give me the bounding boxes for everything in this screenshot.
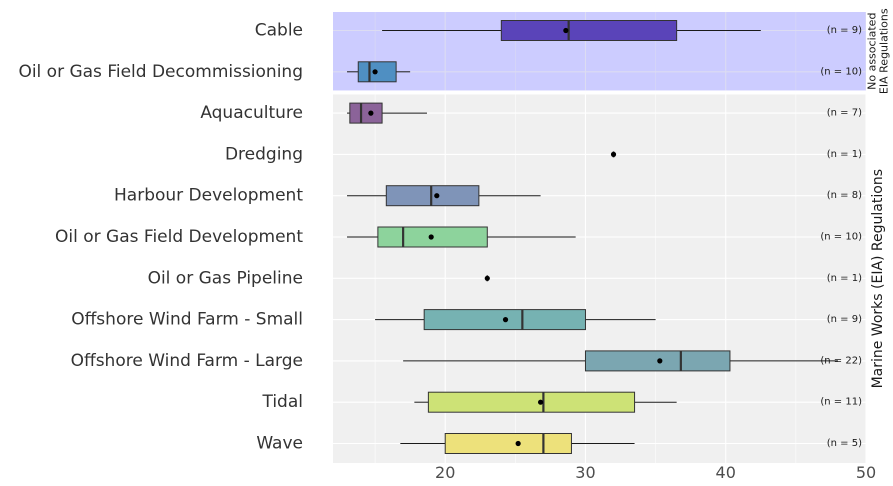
category-label-harbour-development: Harbour Development (114, 186, 303, 206)
x-tick-label-20: 20 (435, 463, 455, 482)
box-group-oil-or-gas-pipeline (484, 275, 490, 282)
n-label-offshore-wind-farm-small: (n = 9) (827, 314, 862, 325)
mean-point-oil-or-gas-field-decommissioning (372, 69, 378, 75)
n-label-dredging: (n = 1) (827, 149, 862, 160)
n-label-offshore-wind-farm-large: (n = 22) (820, 355, 862, 366)
box-group-aquaculture (347, 102, 427, 124)
x-tick-label-50: 50 (856, 463, 876, 482)
mean-point-harbour-development (434, 193, 440, 199)
n-label-wave: (n = 5) (827, 438, 862, 449)
n-label-aquaculture: (n = 7) (827, 108, 862, 119)
mean-point-oil-or-gas-field-development (428, 234, 434, 240)
mean-point-cable (563, 27, 569, 34)
mean-point-tidal (537, 399, 544, 405)
facet-strip (866, 94, 893, 463)
n-label-cable: (n = 9) (827, 25, 862, 36)
mean-point-aquaculture (368, 110, 374, 116)
category-label-offshore-wind-farm-small: Offshore Wind Farm - Small (71, 310, 303, 330)
category-label-oil-or-gas-field-development: Oil or Gas Field Development (55, 227, 303, 247)
x-tick-label-30: 30 (575, 463, 595, 482)
n-label-tidal: (n = 11) (820, 397, 862, 408)
box-group-dredging (610, 151, 617, 158)
box-cable (500, 20, 678, 41)
mean-point-offshore-wind-farm-large (657, 358, 663, 364)
category-label-cable: Cable (255, 21, 303, 41)
mean-point-wave (515, 440, 521, 447)
box-wave (444, 433, 572, 454)
box-group-harbour-development (347, 185, 541, 207)
mean-point-offshore-wind-farm-small (502, 317, 509, 323)
box-group-offshore-wind-farm-large (403, 350, 838, 372)
box-aquaculture (349, 102, 383, 124)
facet-label: Marine Works (EIA) Regulations (870, 169, 886, 388)
category-label-oil-or-gas-field-decommissioning: Oil or Gas Field Decommissioning (18, 62, 303, 82)
facet-label: No associated (866, 13, 879, 90)
mean-point-dredging (610, 151, 617, 157)
box-group-tidal (414, 391, 677, 413)
box-group-offshore-wind-farm-small (375, 309, 656, 331)
mean-point-oil-or-gas-pipeline (484, 275, 490, 281)
category-label-oil-or-gas-pipeline: Oil or Gas Pipeline (148, 268, 303, 288)
category-label-aquaculture: Aquaculture (200, 103, 303, 123)
box-group-oil-or-gas-field-decommissioning (347, 61, 411, 83)
n-label-harbour-development: (n = 8) (827, 190, 862, 201)
box-group-oil-or-gas-field-development (347, 226, 576, 248)
box-harbour-development (385, 185, 480, 207)
n-label-oil-or-gas-field-decommissioning: (n = 10) (820, 66, 862, 77)
box-group-cable (382, 20, 761, 41)
category-label-dredging: Dredging (225, 144, 303, 164)
facet-strip (866, 12, 893, 91)
category-label-tidal: Tidal (261, 392, 303, 412)
box-group-wave (400, 433, 635, 454)
box-tidal (427, 391, 636, 413)
x-tick-label-40: 40 (716, 463, 736, 482)
category-label-wave: Wave (256, 434, 303, 454)
category-label-offshore-wind-farm-large: Offshore Wind Farm - Large (71, 351, 303, 371)
n-label-oil-or-gas-pipeline: (n = 1) (827, 273, 862, 284)
facet-label: EIA Regulations (878, 8, 891, 94)
n-label-oil-or-gas-field-development: (n = 10) (820, 232, 862, 243)
